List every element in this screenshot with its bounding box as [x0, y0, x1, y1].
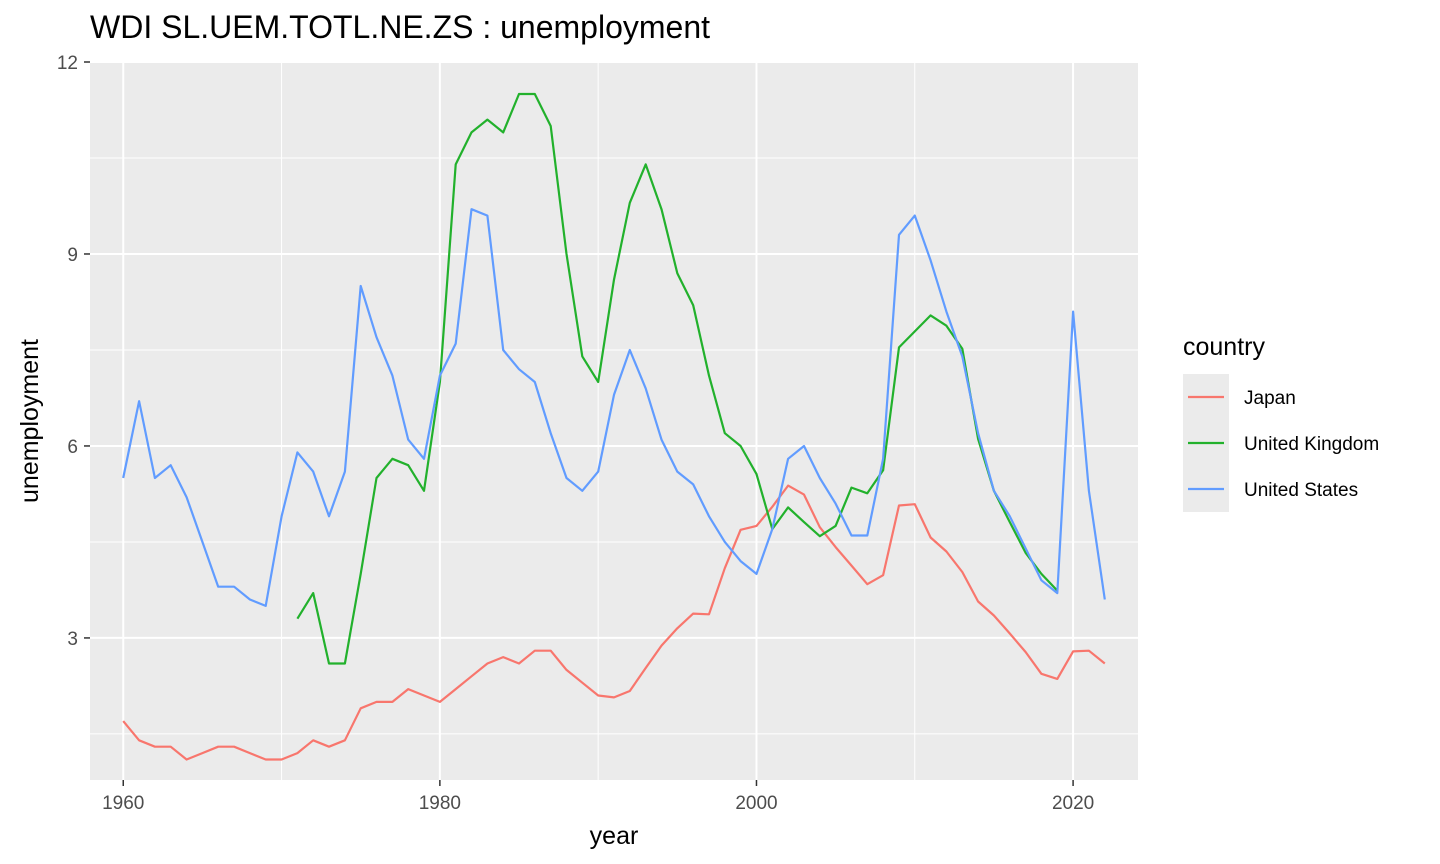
- x-tick-label: 2000: [735, 793, 777, 814]
- y-tick-label: 3: [67, 629, 78, 650]
- x-tick-label: 1960: [102, 793, 144, 814]
- x-tick-label: 2020: [1052, 793, 1094, 814]
- series-lines: [122, 92, 1106, 761]
- chart-title: WDI SL.UEM.TOTL.NE.ZS : unemployment: [90, 9, 710, 45]
- grid-minor: [90, 62, 1138, 780]
- plot-panel: [90, 62, 1138, 780]
- grid-major: [90, 61, 1138, 780]
- x-axis-title: year: [590, 822, 639, 850]
- legend-label-japan: Japan: [1244, 388, 1296, 409]
- legend-title: country: [1183, 333, 1265, 361]
- y-axis-title: unemployment: [16, 339, 44, 503]
- axis-ticks: 1960 1980 2000 2020 3 6 9 12: [57, 53, 1094, 814]
- legend-label-united-states: United States: [1244, 480, 1358, 501]
- series-line-united-kingdom: [296, 92, 1059, 665]
- x-tick-label: 1980: [419, 793, 461, 814]
- series-line-japan: [122, 484, 1106, 761]
- y-tick-label: 9: [67, 245, 78, 266]
- y-tick-label: 6: [67, 437, 78, 458]
- series-line-united-states: [122, 208, 1106, 608]
- legend-label-united-kingdom: United Kingdom: [1244, 434, 1379, 455]
- y-tick-label: 12: [57, 53, 78, 74]
- legend: country Japan United Kingdom United States: [1183, 333, 1379, 512]
